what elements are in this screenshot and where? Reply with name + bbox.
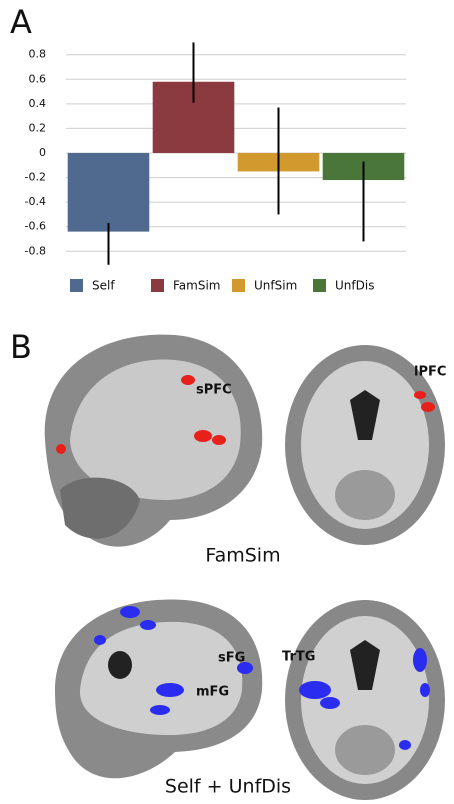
y-tick-label: -0.4 [25, 195, 46, 208]
legend-label: UnfDis [335, 279, 374, 293]
page: {"chart_data": {"type": "bar", "categori… [0, 0, 454, 804]
y-tick-label: 0.6 [29, 72, 47, 85]
y-tick-label: -0.6 [25, 220, 46, 233]
region-label: sPFC [196, 383, 232, 398]
y-tick-label: 0.8 [29, 48, 47, 61]
legend-swatch [151, 279, 164, 292]
legend-swatch [232, 279, 245, 292]
panel-label: A [10, 3, 32, 41]
brain-images [45, 335, 445, 800]
y-tick-label: 0 [39, 146, 46, 159]
caption: Self + UnfDis [165, 776, 291, 798]
figure: A B sPFC lPFC sFG mFG Tr [0, 0, 454, 804]
legend-swatch [313, 279, 326, 292]
y-tick-label: -0.8 [25, 244, 46, 257]
y-tick-label: 0.4 [29, 97, 47, 110]
region-label: TrTG [282, 650, 315, 665]
legend-label: Self [92, 279, 115, 293]
legend-swatch [70, 279, 83, 292]
midbrain [335, 725, 395, 775]
ventricle [108, 651, 132, 679]
region-label: lPFC [414, 365, 446, 380]
midbrain [335, 470, 395, 520]
y-tick-label: -0.2 [25, 171, 46, 184]
legend-label: UnfSim [254, 279, 297, 293]
caption: FamSim [205, 545, 280, 567]
region-label: mFG [196, 685, 229, 700]
region-label: sFG [218, 651, 245, 666]
bar [68, 153, 150, 232]
legend-label: FamSim [173, 279, 220, 293]
panel-label: B [10, 328, 32, 366]
y-tick-label: 0.2 [29, 121, 47, 134]
